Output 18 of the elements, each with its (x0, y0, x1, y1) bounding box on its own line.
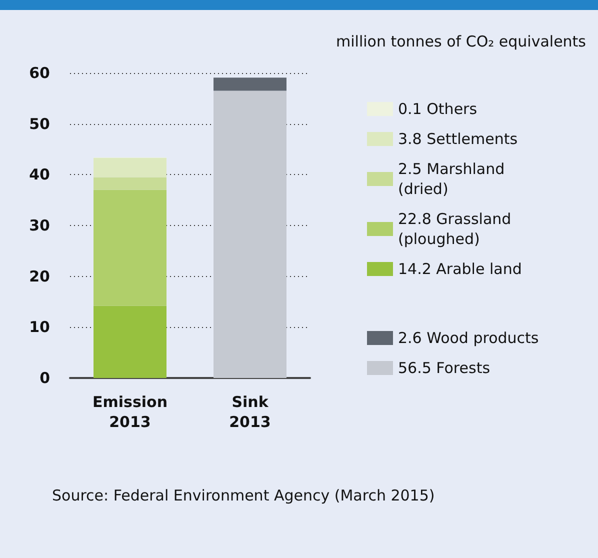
source-note: Source: Federal Environment Agency (March 2015) (52, 486, 435, 504)
y-tick-label: 20 (29, 267, 50, 286)
legend-label: 56.5 Forests (398, 359, 490, 377)
legend-label: 2.5 Marshland (dried) (398, 160, 505, 198)
legend-label: 3.8 Settlements (398, 130, 518, 148)
y-tick-label: 10 (29, 318, 50, 336)
legend-label: 22.8 Grassland (ploughed) (398, 210, 512, 248)
y-tick-label: 60 (29, 64, 50, 82)
x-tick-label: Emission 2013 (92, 393, 168, 431)
legend-label: 0.1 Others (398, 100, 478, 118)
y-tick-label: 40 (29, 166, 50, 184)
y-tick-label: 0 (40, 369, 50, 387)
y-tick-label: 30 (29, 216, 50, 234)
y-tick-label: 50 (29, 114, 50, 133)
y-axis-title: million tonnes of CO₂ equivalents (336, 32, 586, 50)
legend-label: 2.6 Wood products (398, 329, 539, 347)
x-tick-label: Sink 2013 (229, 393, 271, 431)
legend-label: 14.2 Arable land (398, 260, 522, 278)
